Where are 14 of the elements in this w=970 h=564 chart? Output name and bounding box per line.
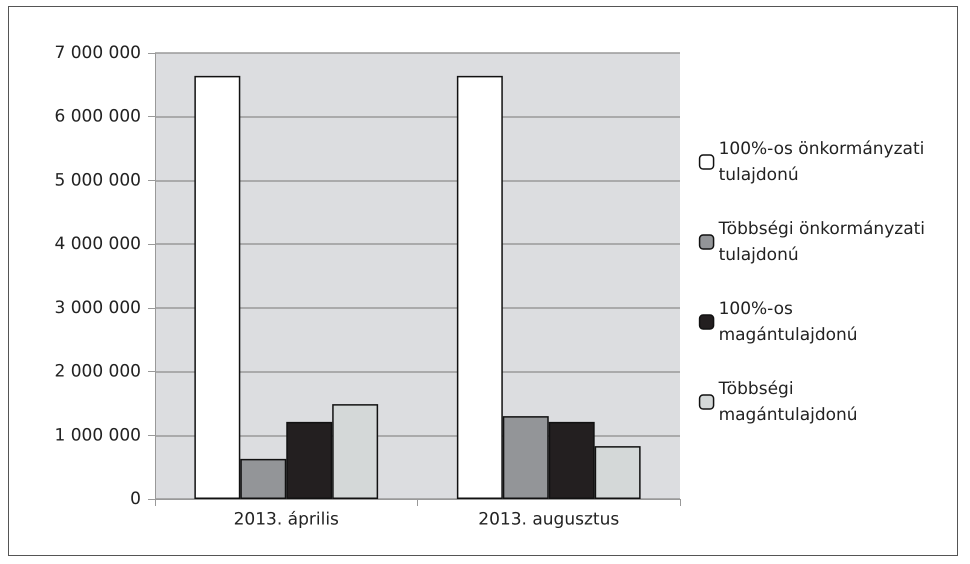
x-tick-label: 2013. április	[234, 510, 340, 530]
legend-label: 100%-os magántulajdonú	[718, 299, 858, 345]
y-tick-label: 5 000 000	[54, 170, 141, 190]
legend-label: Többségi önkormányzati tulajdonú	[718, 219, 926, 265]
y-tick-label: 7 000 000	[54, 43, 141, 63]
y-tick-label: 0	[130, 489, 141, 509]
legend-label: Többségi magántulajdonú	[718, 379, 858, 425]
x-tick-label: 2013. augusztus	[478, 510, 620, 530]
y-tick-label: 6 000 000	[54, 106, 141, 127]
y-tick-label: 1 000 000	[54, 425, 141, 446]
y-tick-label: 4 000 000	[54, 234, 141, 254]
y-tick-label: 2 000 000	[54, 362, 141, 382]
y-tick-label: 3 000 000	[54, 298, 141, 318]
legend-label: 100%-os önkormányzati tulajdonú	[718, 139, 924, 185]
